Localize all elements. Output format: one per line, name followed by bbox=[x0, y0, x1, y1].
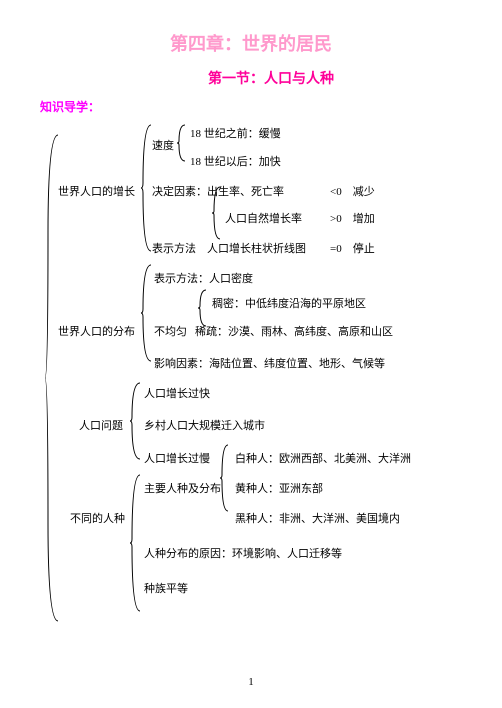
race-reason: 人种分布的原因：环境影响、人口迁移等 bbox=[144, 543, 342, 565]
dist-brace bbox=[141, 263, 153, 363]
growth-label: 世界人口的增长 bbox=[58, 181, 135, 203]
pop-fast: 人口增长过快 bbox=[144, 383, 210, 405]
pop-slow: 人口增长过慢 bbox=[144, 448, 210, 470]
race-dist: 主要人种及分布 bbox=[144, 478, 221, 500]
speed-before: 18 世纪之前：缓慢 bbox=[190, 123, 281, 145]
sparse: 稀疏：沙漠、雨林、高纬度、高原和山区 bbox=[195, 321, 393, 343]
race-brace bbox=[130, 473, 142, 613]
stop: =0 停止 bbox=[330, 238, 375, 260]
migration: 乡村人口大规模迁入城市 bbox=[144, 415, 265, 437]
dense: 稠密：中低纬度沿海的平原地区 bbox=[212, 293, 366, 315]
speed-brace bbox=[177, 123, 187, 163]
dist-method: 表示方法：人口密度 bbox=[154, 268, 253, 290]
speed-label: 速度 bbox=[152, 135, 174, 157]
section-title: 第一节：人口与人种 bbox=[80, 68, 462, 88]
chapter-title: 第四章：世界的居民 bbox=[40, 30, 462, 56]
white: 白种人：欧洲西部、北美洲、大洋洲 bbox=[235, 448, 411, 470]
pop-issue: 人口问题 bbox=[79, 415, 123, 437]
growth-method: 表示方法 人口增长柱状折线图 bbox=[152, 238, 306, 260]
black: 黑种人：非洲、大洋洲、美国境内 bbox=[235, 508, 400, 530]
natural-rate: 人口自然增长率 bbox=[225, 208, 302, 230]
increase: >0 增加 bbox=[330, 208, 375, 230]
natural-brace bbox=[212, 185, 222, 241]
white-brace bbox=[220, 443, 230, 513]
knowledge-label: 知识导学： bbox=[40, 98, 462, 115]
decrease: <0 减少 bbox=[330, 181, 375, 203]
equality: 种族平等 bbox=[144, 578, 188, 600]
page-number: 1 bbox=[248, 676, 254, 688]
dist-factors: 影响因素：海陆位置、纬度位置、地形、气候等 bbox=[154, 353, 385, 375]
dist-label: 世界人口的分布 bbox=[58, 321, 135, 343]
uneven: 不均匀 bbox=[154, 321, 187, 343]
speed-after: 18 世纪以后：加快 bbox=[190, 151, 281, 173]
main-brace bbox=[45, 133, 60, 623]
yellow: 黄种人：亚洲东部 bbox=[235, 478, 323, 500]
pop-brace bbox=[130, 381, 142, 461]
diff-race: 不同的人种 bbox=[70, 508, 125, 530]
